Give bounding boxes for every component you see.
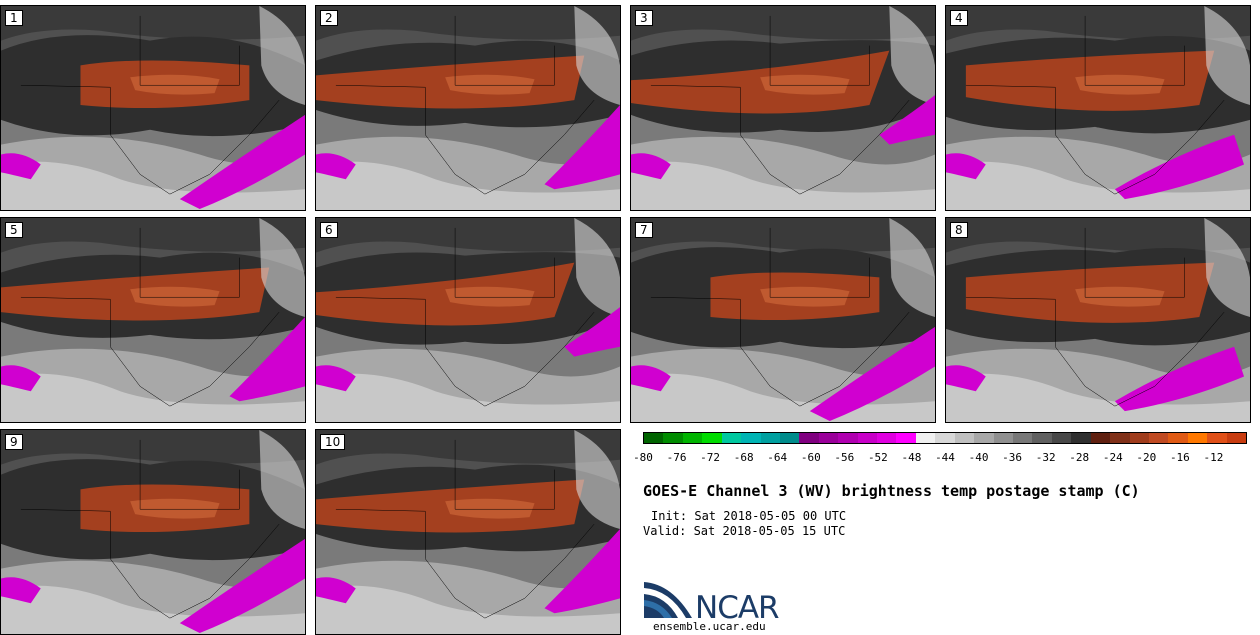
colorbar-swatch <box>799 433 819 443</box>
member-number: 5 <box>5 222 23 238</box>
colorbar-swatch <box>760 433 780 443</box>
colorbar-swatch <box>1013 433 1033 443</box>
colorbar-swatch <box>1168 433 1188 443</box>
water-vapor-map <box>316 6 620 210</box>
colorbar-tick-label: -72 <box>700 451 721 464</box>
colorbar-swatch <box>954 433 975 443</box>
colorbar-tick-label: -52 <box>867 451 888 464</box>
colorbar-tick-label: -48 <box>901 451 922 464</box>
stamp-panel: 6 <box>315 217 621 423</box>
colorbar-swatch <box>1187 433 1208 443</box>
colorbar-tick-label: -40 <box>968 451 989 464</box>
colorbar-swatch <box>702 433 722 443</box>
stamp-panel: 2 <box>315 5 621 211</box>
water-vapor-map <box>1 430 305 634</box>
member-number: 3 <box>635 10 653 26</box>
colorbar-swatch <box>644 433 664 443</box>
colorbar-tick-label: -44 <box>935 451 955 464</box>
colorbar-swatch <box>838 433 858 443</box>
colorbar-swatch <box>1226 433 1247 443</box>
member-number: 4 <box>950 10 968 26</box>
colorbar-swatch <box>779 433 800 443</box>
water-vapor-map <box>946 218 1250 422</box>
colorbar-swatch <box>1051 433 1072 443</box>
colorbar-swatch <box>974 433 994 443</box>
stamp-panel: 7 <box>630 217 936 423</box>
colorbar-tick-label: -36 <box>1002 451 1023 464</box>
colorbar-swatch <box>1032 433 1052 443</box>
stamp-panel: 8 <box>945 217 1251 423</box>
colorbar-swatch <box>857 433 878 443</box>
colorbar <box>643 432 1247 444</box>
colorbar-swatch <box>877 433 897 443</box>
water-vapor-map <box>316 218 620 422</box>
ncar-logo-text: NCAR <box>695 590 780 626</box>
colorbar-swatch <box>1071 433 1091 443</box>
colorbar-swatch <box>993 433 1014 443</box>
colorbar-swatch <box>935 433 955 443</box>
colorbar-swatch <box>1090 433 1111 443</box>
colorbar-swatch <box>1110 433 1130 443</box>
colorbar-swatch <box>1148 433 1169 443</box>
member-number: 9 <box>5 434 23 450</box>
colorbar-swatch <box>1207 433 1227 443</box>
colorbar-tick-label: -80 <box>633 451 653 464</box>
colorbar-tick-label: -76 <box>666 451 687 464</box>
water-vapor-map <box>631 218 935 422</box>
member-number: 8 <box>950 222 968 238</box>
colorbar-swatch <box>682 433 703 443</box>
colorbar-tick-label: -32 <box>1035 451 1056 464</box>
colorbar-swatch <box>721 433 742 443</box>
member-number: 2 <box>320 10 338 26</box>
stamp-panel: 9 <box>0 429 306 635</box>
stamp-panel: 10 <box>315 429 621 635</box>
member-number: 1 <box>5 10 23 26</box>
colorbar-swatch <box>896 433 916 443</box>
colorbar-tick-label: -24 <box>1102 451 1123 464</box>
stamp-panel: 3 <box>630 5 936 211</box>
colorbar-tick-label: -60 <box>800 451 821 464</box>
colorbar-tick-label: -56 <box>834 451 855 464</box>
valid-time: Valid: Sat 2018-05-05 15 UTC <box>643 524 846 538</box>
colorbar-tick-label: -64 <box>767 451 788 464</box>
member-number: 7 <box>635 222 653 238</box>
colorbar-tick-label: -28 <box>1069 451 1090 464</box>
init-time: Init: Sat 2018-05-05 00 UTC <box>651 509 847 523</box>
colorbar-tick-label: -12 <box>1203 451 1224 464</box>
ncar-logo-icon <box>644 582 692 618</box>
site-url: ensemble.ucar.edu <box>653 620 766 633</box>
stamp-panel: 5 <box>0 217 306 423</box>
water-vapor-map <box>1 6 305 210</box>
colorbar-swatch <box>818 433 839 443</box>
colorbar-swatch <box>1129 433 1149 443</box>
water-vapor-map <box>316 430 620 634</box>
colorbar-swatch <box>663 433 683 443</box>
colorbar-swatch <box>915 433 936 443</box>
water-vapor-map <box>1 218 305 422</box>
colorbar-tick-label: -16 <box>1169 451 1190 464</box>
stamp-panel: 4 <box>945 5 1251 211</box>
water-vapor-map <box>631 6 935 210</box>
stamp-panel: 1 <box>0 5 306 211</box>
colorbar-tick-label: -20 <box>1136 451 1157 464</box>
colorbar-swatch <box>741 433 761 443</box>
figure-title: GOES-E Channel 3 (WV) brightness temp po… <box>643 482 1140 500</box>
member-number: 6 <box>320 222 338 238</box>
colorbar-tick-label: -68 <box>733 451 754 464</box>
member-number: 10 <box>320 434 346 450</box>
water-vapor-map <box>946 6 1250 210</box>
